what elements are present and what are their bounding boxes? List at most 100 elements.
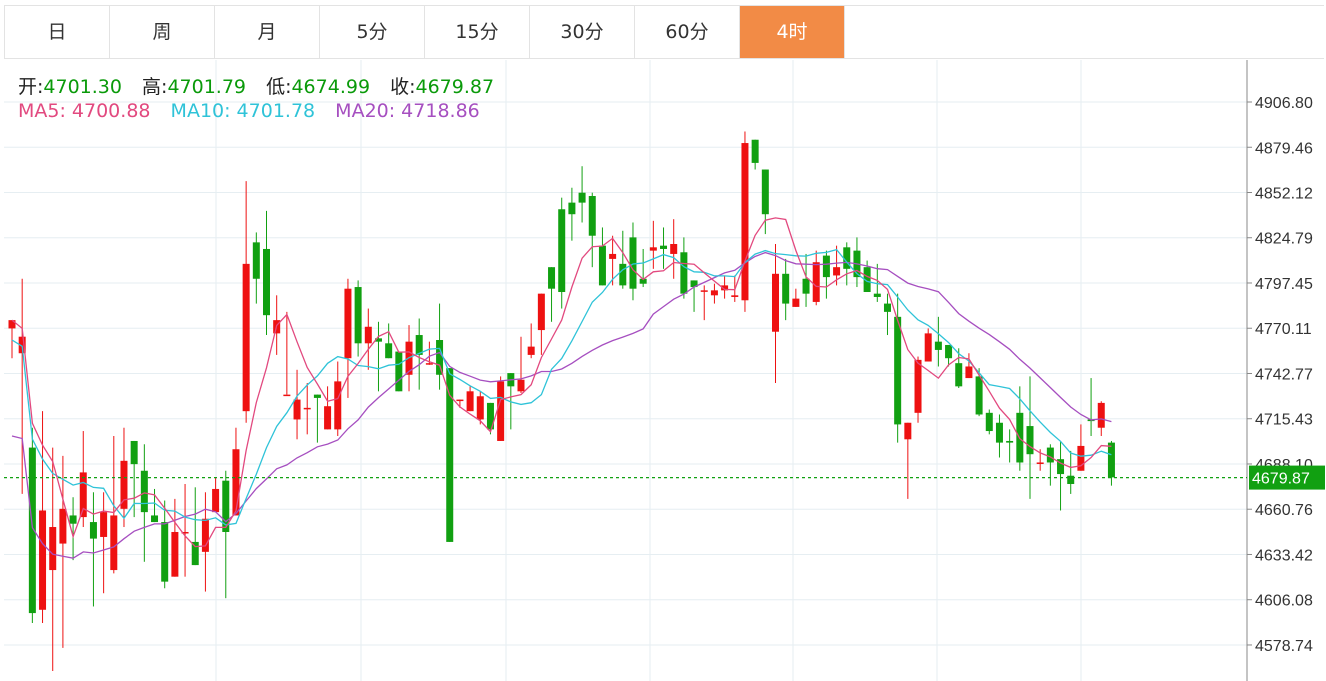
close-label: 收: <box>390 76 416 98</box>
ma-info: MA5: 4700.88 MA10: 4701.78 MA20: 4718.86 <box>18 100 480 122</box>
candle-body <box>843 247 851 269</box>
candle-body <box>334 381 342 430</box>
candle-body <box>517 379 525 392</box>
candle-body <box>822 255 830 278</box>
y-tick-label: 4852.12 <box>1255 186 1313 203</box>
high-label: 高: <box>142 76 168 98</box>
candle-body <box>110 515 118 571</box>
ma10-line <box>11 248 1112 526</box>
candle-body <box>894 316 902 425</box>
candle-body <box>263 248 270 316</box>
candle-body <box>18 336 26 354</box>
candle-body <box>945 344 953 359</box>
tab-day[interactable]: 日 <box>5 6 110 58</box>
candle-body <box>833 267 841 276</box>
candle-body <box>415 335 423 355</box>
y-tick-label: 4824.79 <box>1255 231 1313 248</box>
candle-body <box>995 422 1003 443</box>
candle-body <box>619 263 627 286</box>
candle-body <box>232 449 240 516</box>
candle-body <box>924 333 932 362</box>
high-value: 4701.79 <box>167 76 247 98</box>
candle-body <box>802 278 810 294</box>
candle-body <box>69 515 77 524</box>
candle-body <box>985 412 993 432</box>
open-label: 开: <box>18 76 44 98</box>
candle-body <box>79 472 87 518</box>
candle-body <box>883 303 891 312</box>
candle-body <box>476 396 484 420</box>
candle-body <box>344 288 352 359</box>
ma20-line <box>11 251 1112 559</box>
candle-body <box>151 515 159 523</box>
close-value: 4679.87 <box>415 76 495 98</box>
candle-body <box>639 278 647 284</box>
candle-body <box>446 368 454 542</box>
candle-body <box>161 522 169 582</box>
candle-body <box>395 351 403 392</box>
candle-body <box>252 242 260 279</box>
candle-body <box>283 394 291 397</box>
candle-body <box>89 522 97 539</box>
ma5-value: MA5: 4700.88 <box>18 100 151 122</box>
low-value: 4674.99 <box>291 76 371 98</box>
candle-body <box>212 488 220 513</box>
candle-body <box>49 527 57 571</box>
candle-body <box>466 391 474 412</box>
tab-4hour[interactable]: 4时 <box>740 6 845 58</box>
candle-body <box>761 169 769 215</box>
candle-body <box>120 460 128 509</box>
tab-5min[interactable]: 5分 <box>320 6 425 58</box>
candle-body <box>904 422 912 440</box>
candle-body <box>191 541 199 566</box>
tab-30min[interactable]: 30分 <box>530 6 635 58</box>
candle-body <box>181 531 189 534</box>
candle-body <box>364 326 372 344</box>
candle-body <box>100 512 108 537</box>
candle-body <box>782 273 790 304</box>
y-tick-label: 4633.42 <box>1255 547 1313 564</box>
candle-body <box>812 262 820 302</box>
tab-15min[interactable]: 15分 <box>425 6 530 58</box>
candle-body <box>374 338 382 342</box>
candle-body <box>324 406 332 430</box>
candle-body <box>609 253 617 259</box>
tab-60min[interactable]: 60分 <box>635 6 740 58</box>
candle-body <box>436 340 444 375</box>
candle-body <box>537 293 545 331</box>
y-tick-label: 4742.77 <box>1255 366 1313 383</box>
candle-body <box>171 531 179 577</box>
candle-body <box>558 209 566 293</box>
candle-body <box>39 510 47 610</box>
candle-body <box>527 346 535 355</box>
candle-body <box>588 196 596 236</box>
candle-body <box>130 440 138 465</box>
candle-body <box>1107 442 1115 478</box>
candle-body <box>1097 402 1105 428</box>
candle-body <box>975 376 983 415</box>
candle-body <box>649 247 657 251</box>
candle-body <box>772 273 779 332</box>
period-tabs: 日 周 月 5分 15分 30分 60分 4时 <box>4 5 1324 59</box>
open-value: 4701.30 <box>43 76 122 98</box>
last-price-label: 4679.87 <box>1252 471 1310 488</box>
candle-body <box>598 245 606 286</box>
candle-body <box>1026 426 1034 455</box>
ohlc-info: 开:4701.30 高:4701.79 低:4674.99 收:4679.87 <box>18 72 508 99</box>
y-tick-label: 4797.45 <box>1255 276 1313 293</box>
candle-body <box>1006 440 1014 443</box>
candle-body <box>486 402 494 430</box>
tab-week[interactable]: 周 <box>110 6 215 58</box>
candle-body <box>201 518 209 552</box>
candle-body <box>751 139 759 163</box>
y-tick-label: 4906.80 <box>1255 95 1313 112</box>
tab-month[interactable]: 月 <box>215 6 320 58</box>
candle-body <box>313 394 321 398</box>
candle-body <box>955 363 963 387</box>
candle-body <box>222 480 230 532</box>
y-tick-label: 4770.11 <box>1255 321 1312 338</box>
candle-body <box>792 298 800 307</box>
candle-body <box>741 143 749 301</box>
candle-body <box>721 285 729 291</box>
